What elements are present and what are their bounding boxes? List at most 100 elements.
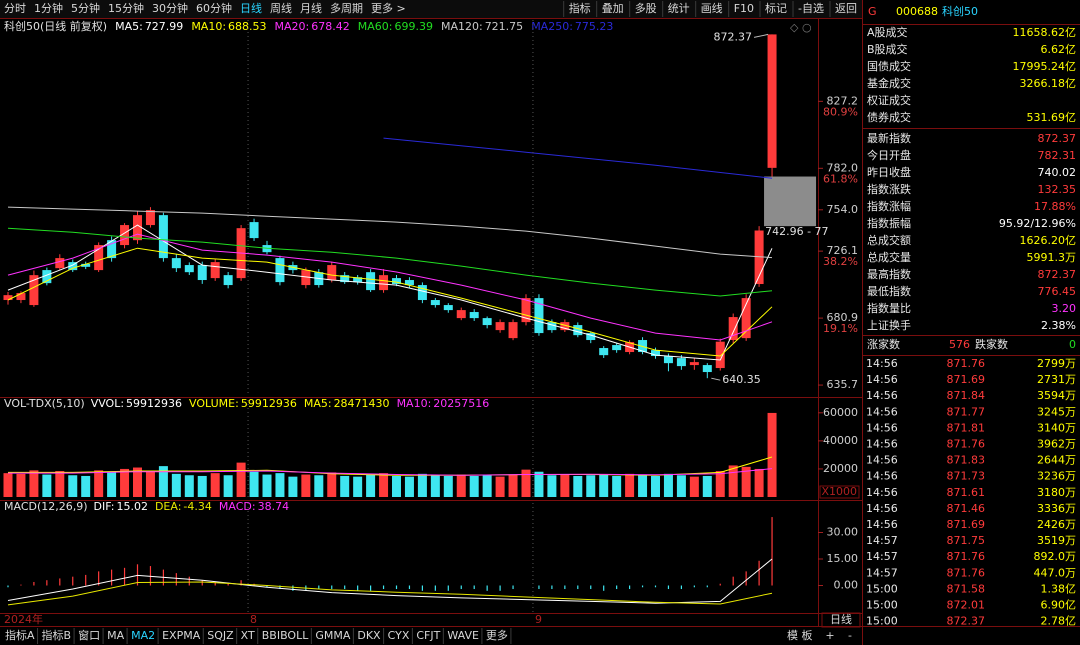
volume-bar bbox=[443, 475, 453, 497]
indicator-tab[interactable]: 指标B bbox=[42, 628, 72, 642]
stat-value: 17995.24亿 bbox=[1013, 60, 1077, 73]
indicator-tab[interactable]: WAVE bbox=[447, 629, 479, 642]
window-icon[interactable]: ◇ ○ bbox=[790, 21, 812, 34]
volume-bar bbox=[81, 475, 91, 497]
stat-value: 6.62亿 bbox=[1041, 43, 1077, 56]
volume-bar bbox=[353, 476, 363, 497]
volume-bar bbox=[249, 471, 259, 497]
candle-body bbox=[275, 258, 285, 283]
volume-bar bbox=[625, 473, 635, 497]
toolbar-button[interactable]: -自选 bbox=[798, 2, 824, 15]
legend-value: 678.42 bbox=[311, 20, 350, 33]
zoom-button[interactable]: + bbox=[825, 629, 834, 642]
toolbar-button[interactable]: 叠加 bbox=[602, 2, 624, 15]
candle-body bbox=[392, 278, 401, 285]
indicator-tab[interactable]: CYX bbox=[388, 629, 410, 642]
trade-volume: 2731万 bbox=[1037, 373, 1076, 386]
toolbar-button[interactable]: 统计 bbox=[668, 2, 690, 15]
candle-body bbox=[728, 317, 738, 341]
indicator-tab[interactable]: MA2 bbox=[131, 629, 155, 642]
breadth-label: 跌家数 bbox=[975, 337, 1008, 351]
trade-volume: 3962万 bbox=[1037, 438, 1076, 451]
chart-title: VOL-TDX(5,10) bbox=[4, 397, 85, 410]
volume-bar bbox=[158, 466, 168, 497]
indicator-tab[interactable]: 窗口 bbox=[78, 628, 100, 642]
legend-name: MA10: bbox=[397, 397, 432, 410]
period-tab[interactable]: 多周期 bbox=[330, 1, 363, 15]
period-tab[interactable]: 分时 bbox=[4, 2, 26, 15]
stat-value: 11658.62亿 bbox=[1013, 26, 1077, 39]
indicator-tab[interactable]: 更多 bbox=[486, 628, 508, 642]
trade-time: 14:56 bbox=[866, 486, 898, 499]
toolbar-button[interactable]: F10 bbox=[734, 2, 754, 15]
period-tab[interactable]: 30分钟 bbox=[152, 1, 188, 15]
stat-value: 740.02 bbox=[1038, 166, 1077, 179]
fib-label: 38.2% bbox=[823, 255, 858, 268]
indicator-line bbox=[7, 227, 773, 297]
volume-bar bbox=[107, 472, 117, 497]
volume-bar bbox=[145, 471, 155, 497]
indicator-tab[interactable]: EXPMA bbox=[162, 629, 201, 642]
x-tick-label: 9 bbox=[535, 613, 542, 626]
trade-volume: 2799万 bbox=[1037, 357, 1076, 370]
indicator-tab[interactable]: 指标A bbox=[5, 628, 35, 642]
legend-name: DIF: bbox=[94, 500, 115, 513]
template-button[interactable]: 模 板 bbox=[787, 628, 813, 642]
candle-body bbox=[586, 333, 596, 341]
legend-value: -4.34 bbox=[183, 500, 211, 513]
trade-price: 871.69 bbox=[947, 518, 986, 531]
volume-bar bbox=[638, 475, 648, 497]
indicator-tab[interactable]: CFJT bbox=[416, 629, 440, 642]
volume-bar bbox=[120, 468, 130, 497]
candle-body bbox=[55, 258, 65, 269]
toolbar-button[interactable]: 指标 bbox=[569, 1, 591, 15]
trade-volume: 2426万 bbox=[1037, 518, 1076, 531]
indicator-tab[interactable]: MA bbox=[107, 629, 124, 642]
period-box bbox=[821, 612, 861, 628]
indicator-tab[interactable]: SQJZ bbox=[207, 629, 234, 642]
volume-bar bbox=[210, 473, 220, 497]
candle-body bbox=[404, 280, 414, 286]
volume-bar bbox=[184, 475, 194, 497]
indicator-tab[interactable]: GMMA bbox=[315, 629, 351, 642]
period-tab[interactable]: 周线 bbox=[270, 1, 292, 15]
period-tab[interactable]: 60分钟 bbox=[196, 1, 232, 15]
period-tab[interactable]: 15分钟 bbox=[108, 1, 144, 15]
indicator-line bbox=[7, 247, 773, 357]
indicator-tab[interactable]: BBIBOLL bbox=[262, 629, 309, 642]
toolbar-button[interactable]: 画线 bbox=[701, 1, 723, 15]
toolbar-button[interactable]: 返回 bbox=[835, 2, 857, 15]
period-tab[interactable]: 5分钟 bbox=[71, 1, 100, 15]
volume-bar bbox=[366, 474, 376, 497]
volume-bar bbox=[197, 475, 207, 497]
toolbar-button[interactable]: 标记 bbox=[765, 1, 787, 15]
candle-body bbox=[366, 272, 376, 291]
period-tab[interactable]: 更多 > bbox=[371, 1, 406, 15]
stat-label: 昨日收盘 bbox=[867, 165, 911, 179]
volume-bar bbox=[94, 470, 104, 497]
trade-time: 14:56 bbox=[866, 454, 898, 467]
candle-body bbox=[133, 215, 142, 241]
trade-time: 14:56 bbox=[866, 389, 898, 402]
candle-body bbox=[197, 265, 207, 281]
volume-bar bbox=[223, 475, 233, 497]
indicator-tab[interactable]: DKX bbox=[357, 629, 381, 642]
period-tab[interactable]: 月线 bbox=[300, 1, 322, 15]
indicator-tab[interactable]: XT bbox=[241, 629, 255, 642]
stat-value: 2.38% bbox=[1041, 319, 1076, 332]
toolbar-button[interactable]: 多股 bbox=[635, 1, 657, 15]
period-label[interactable]: 日线 bbox=[830, 612, 852, 626]
volume-bar bbox=[599, 474, 609, 497]
volume-bar bbox=[379, 473, 389, 497]
zoom-button[interactable]: - bbox=[848, 629, 852, 642]
candle-body bbox=[417, 285, 427, 301]
trade-time: 15:00 bbox=[866, 615, 898, 628]
trade-volume: 3336万 bbox=[1037, 502, 1076, 515]
trade-volume: 2.78亿 bbox=[1041, 615, 1077, 628]
trade-price: 871.77 bbox=[947, 405, 986, 418]
period-tab[interactable]: 日线 bbox=[240, 1, 262, 15]
period-tab[interactable]: 1分钟 bbox=[34, 1, 63, 15]
candle-body bbox=[534, 298, 544, 334]
trade-time: 14:56 bbox=[866, 518, 898, 531]
